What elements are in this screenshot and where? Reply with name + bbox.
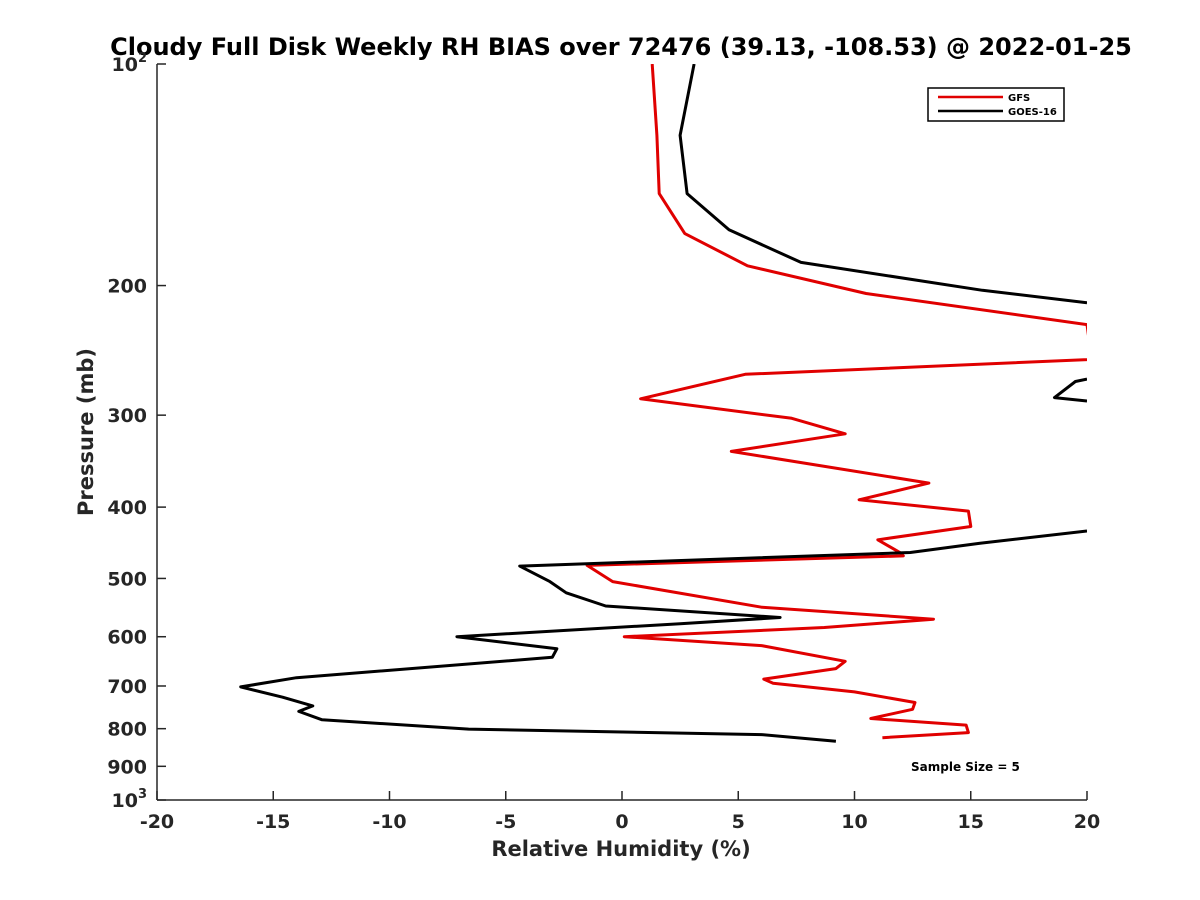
x-tick-label: 0 xyxy=(615,811,628,833)
y-tick-label: 500 xyxy=(107,568,147,590)
x-tick-label: 5 xyxy=(732,811,745,833)
y-tick-label: 400 xyxy=(107,497,147,519)
series-line-goes16 xyxy=(239,529,1087,743)
legend: GFS GOES-16 xyxy=(927,87,1065,122)
y-axis-label: Pressure (mb) xyxy=(74,348,98,516)
x-tick-label: -20 xyxy=(140,811,174,833)
y-tick-label: 103 xyxy=(112,787,148,812)
y-tick-label: 900 xyxy=(107,756,147,778)
legend-box xyxy=(927,87,1065,122)
y-tick-label: 300 xyxy=(107,405,147,427)
series-layer xyxy=(239,64,1087,743)
x-tick-label: 15 xyxy=(958,811,984,833)
x-tick-label: -15 xyxy=(256,811,290,833)
y-tick-label: 800 xyxy=(107,719,147,741)
legend-label-gfs: GFS xyxy=(1008,93,1030,104)
x-tick-label: 10 xyxy=(841,811,867,833)
series-line-gfs xyxy=(585,64,1087,740)
y-tick-label: 102 xyxy=(112,51,148,76)
series-line-goes16 xyxy=(678,64,1087,305)
series-line-goes16 xyxy=(1053,377,1087,403)
y-tick-label: 600 xyxy=(107,627,147,649)
x-tick-label: -10 xyxy=(372,811,406,833)
x-tick-label: -5 xyxy=(495,811,516,833)
y-ticks: 102 200 300 400 500 600 700 800 900 103 xyxy=(107,51,166,812)
y-tick-label: 200 xyxy=(107,276,147,298)
x-axis-label: Relative Humidity (%) xyxy=(491,837,750,861)
x-ticks: -20 -15 -10 -5 0 5 10 15 20 xyxy=(140,791,1100,833)
y-tick-label: 700 xyxy=(107,676,147,698)
x-tick-label: 20 xyxy=(1074,811,1100,833)
sample-size-annotation: Sample Size = 5 xyxy=(911,760,1020,774)
chart-title: Cloudy Full Disk Weekly RH BIAS over 724… xyxy=(110,33,1132,61)
legend-label-goes16: GOES-16 xyxy=(1008,107,1057,118)
